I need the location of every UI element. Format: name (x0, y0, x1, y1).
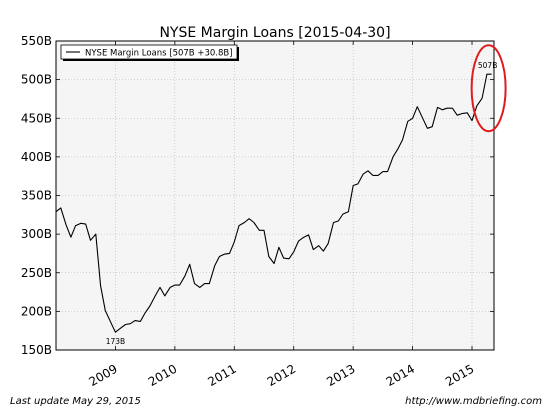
x-tick-label: 2009 (86, 362, 119, 389)
x-tick-label: 2014 (384, 362, 417, 389)
y-tick-label: 450B (21, 111, 52, 125)
x-tick-label: 2010 (146, 362, 179, 389)
y-tick-label: 200B (21, 304, 52, 318)
y-tick-label: 300B (21, 227, 52, 241)
x-tick-label: 2011 (205, 362, 238, 389)
y-tick-label: 550B (21, 34, 52, 48)
chart-title: NYSE Margin Loans [2015-04-30] (159, 25, 390, 41)
y-tick-label: 150B (21, 343, 52, 357)
x-tick-label: 2013 (324, 362, 357, 389)
highlight-ellipse (470, 44, 507, 133)
x-tick-label: 2015 (443, 362, 476, 389)
data-label: 173B (106, 337, 125, 346)
y-tick-label: 350B (21, 189, 52, 203)
series-line (55, 73, 492, 333)
y-tick-label: 250B (21, 266, 52, 280)
data-label: 507B (478, 61, 497, 70)
legend-box (60, 44, 238, 60)
y-tick-label: 400B (21, 150, 52, 164)
y-tick-label: 500B (21, 73, 52, 87)
x-tick-label: 2012 (265, 362, 298, 389)
legend-label: NYSE Margin Loans [507B +30.8B] (85, 49, 233, 59)
last-update-note: Last update May 29, 2015 (10, 396, 141, 407)
source-url: http://www.mdbriefing.com (405, 396, 542, 407)
